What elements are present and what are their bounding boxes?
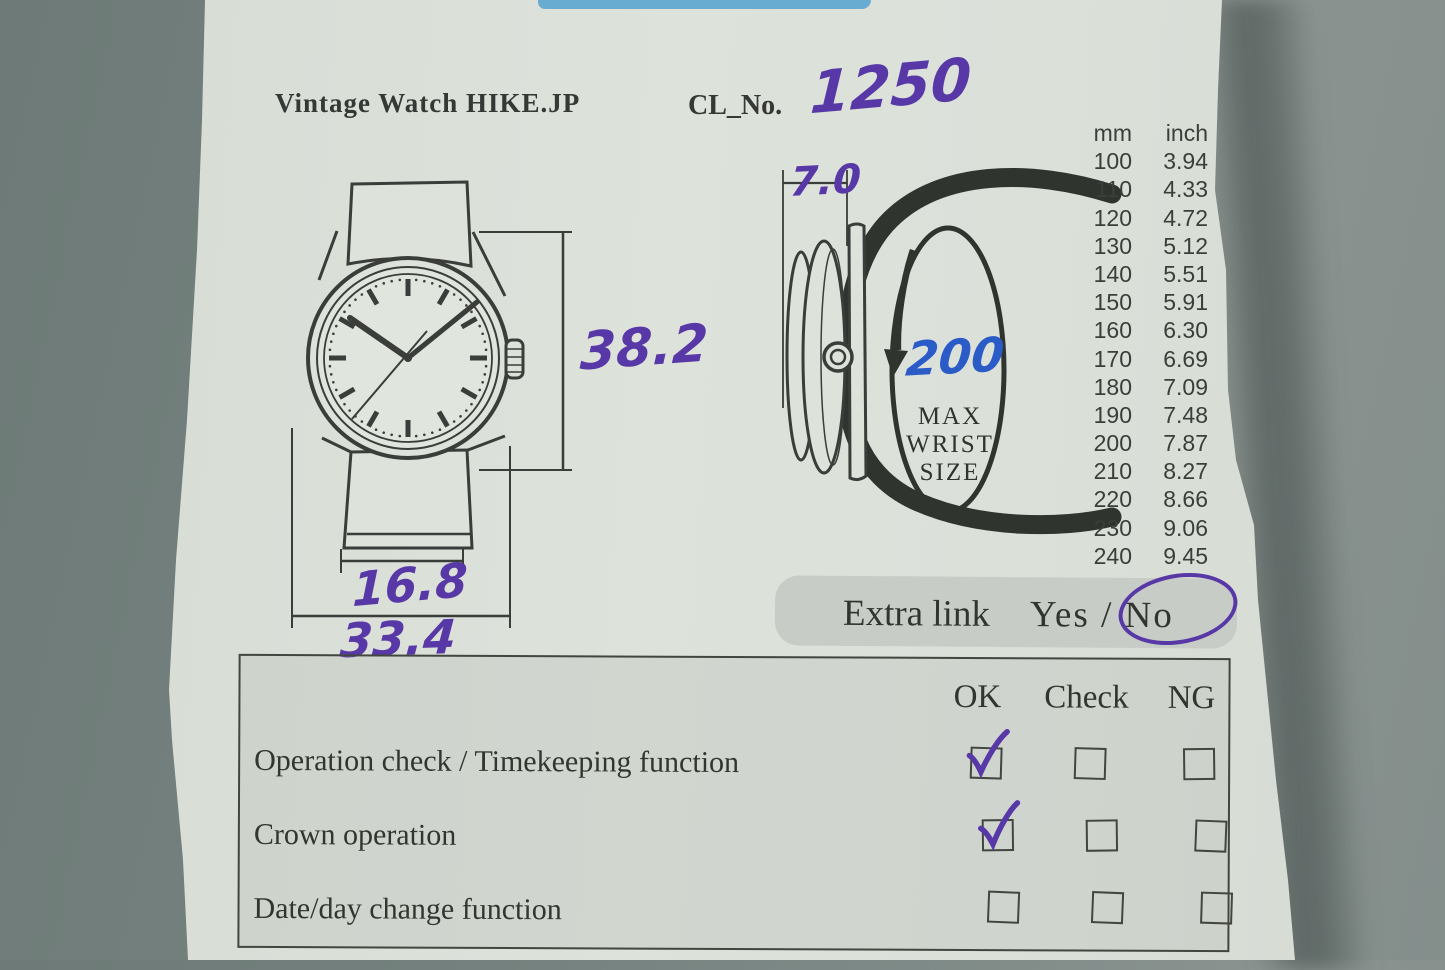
checklist-table: OK Check NG Operation check / Timekeepin…	[237, 653, 1234, 953]
checkbox-ok-row2	[978, 800, 1021, 852]
checkbox-ok-row3	[986, 890, 1021, 924]
conv-cell: 200	[1093, 430, 1132, 457]
blue-tape	[538, 0, 871, 9]
top-lugs	[317, 230, 507, 297]
conv-cell: 5.51	[1163, 260, 1208, 287]
conv-cell: 7.09	[1163, 373, 1208, 400]
checkbox-check-row3	[1090, 891, 1125, 925]
conv-cell: 7.87	[1163, 430, 1208, 457]
checklist-row-label: Crown operation	[253, 817, 457, 852]
conv-cell: 8.27	[1163, 458, 1208, 485]
conv-cell: 220	[1093, 486, 1132, 513]
cl-number-label: CL_No.	[688, 90, 783, 121]
handwritten-lug-to-lug: 38.2	[579, 313, 710, 383]
conv-cell: 6.69	[1163, 345, 1208, 372]
conv-cell: 120	[1093, 204, 1132, 231]
conv-cell: 5.91	[1163, 289, 1208, 316]
checkbox-ng-row2	[1194, 819, 1228, 853]
hour-hand	[347, 315, 411, 361]
conv-cell: 4.72	[1163, 204, 1208, 231]
conv-cell: 6.30	[1163, 317, 1208, 344]
max-wrist-label-line2: WRIST	[906, 431, 994, 458]
handwritten-thickness: 7.0	[788, 156, 863, 206]
checkbox-ok-row1	[966, 728, 1010, 780]
handwritten-strap-width: 16.8	[351, 552, 469, 619]
conv-cell: 100	[1093, 148, 1132, 175]
conv-cell: 3.94	[1163, 148, 1208, 175]
watch-front-diagram	[291, 180, 572, 628]
checkbox-ng-row3	[1200, 891, 1234, 925]
conv-cell: 9.45	[1163, 542, 1208, 569]
column-header-ng: NG	[1167, 679, 1216, 717]
column-header-check: Check	[1044, 679, 1129, 716]
conv-cell: 130	[1093, 232, 1132, 259]
conv-cell: 150	[1093, 289, 1132, 316]
check-mark-icon	[966, 728, 1010, 779]
minute-track	[328, 278, 488, 438]
bezel-front-strip	[847, 222, 868, 482]
conv-cell: 180	[1093, 373, 1132, 400]
conv-cell: 190	[1093, 401, 1132, 428]
conv-cell: 240	[1093, 542, 1132, 569]
checkbox-check-row1	[1073, 747, 1107, 781]
max-wrist-label-line1: MAX	[917, 403, 983, 430]
minute-hand	[405, 299, 480, 361]
column-header-ok: OK	[953, 678, 1002, 716]
brand-title: Vintage Watch HIKE.JP	[275, 88, 581, 118]
rotation-arrow-shaft	[894, 248, 917, 351]
conv-cell: 7.48	[1163, 401, 1208, 428]
conv-cell: 5.12	[1163, 232, 1208, 259]
mm-inch-conversion-table: mm inch 100 3.94 110 4.33 120 4.72 130 5.12 140 5…	[1086, 119, 1208, 570]
side-crown-inner	[829, 348, 847, 366]
dial-edge-ring	[323, 273, 493, 443]
bottom-lugs	[321, 434, 506, 454]
conv-cell: 140	[1093, 260, 1132, 287]
max-wrist-label-line3: SIZE	[919, 459, 981, 486]
conv-cell: 230	[1093, 514, 1132, 541]
checkbox-check-row2	[1085, 819, 1119, 852]
conv-cell: 170	[1093, 345, 1132, 372]
watch-side-diagram	[782, 168, 1122, 535]
rotation-arrow-head	[884, 349, 908, 377]
conv-header-inch: inch	[1165, 120, 1208, 146]
conv-cell: 110	[1095, 176, 1132, 203]
second-hand	[351, 330, 428, 420]
conv-cell: 9.06	[1163, 514, 1208, 541]
checklist-row-label: Date/day change function	[253, 891, 562, 927]
conv-header-mm: mm	[1093, 120, 1132, 146]
cl-number-handwritten-value: 1250	[808, 44, 973, 128]
side-crown-outer	[822, 341, 854, 373]
conv-cell: 4.33	[1163, 176, 1208, 203]
check-mark-icon	[978, 800, 1021, 851]
conv-cell: 8.66	[1163, 486, 1208, 513]
conv-cell: 210	[1093, 458, 1132, 485]
crown-ridges	[507, 348, 522, 373]
top-strap	[346, 180, 473, 268]
hour-markers	[329, 279, 487, 437]
checkbox-ng-row1	[1182, 747, 1216, 781]
handwritten-wrist-size: 200	[903, 327, 1007, 388]
checklist-row-label: Operation check / Timekeeping function	[254, 743, 740, 780]
extra-link-label: Extra link	[842, 592, 991, 635]
conv-cell: 160	[1093, 317, 1132, 344]
hands-center-dot	[404, 354, 412, 362]
